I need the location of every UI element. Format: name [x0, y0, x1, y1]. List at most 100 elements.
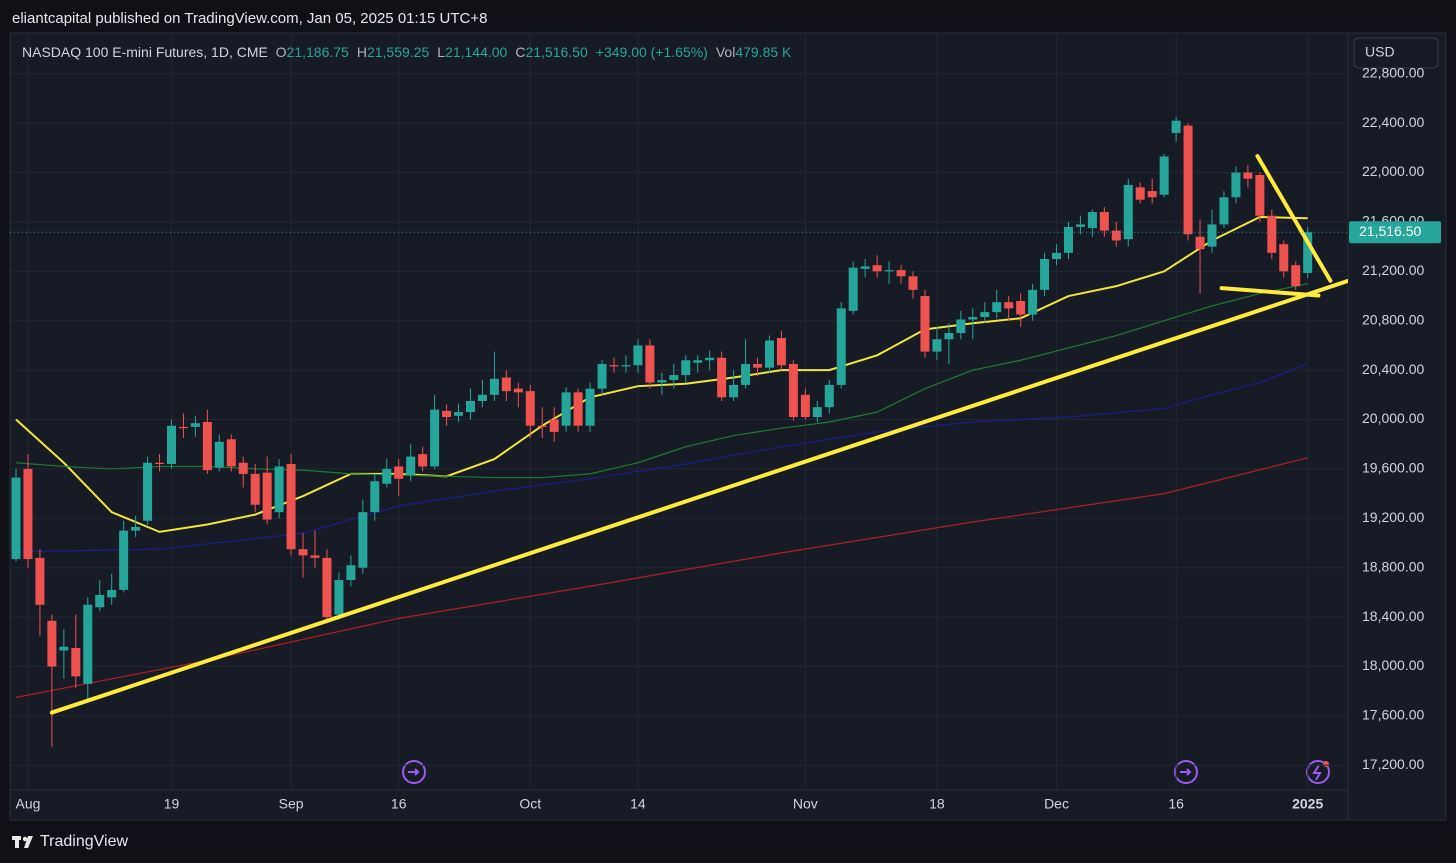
candle-body — [1147, 191, 1157, 198]
candle-body — [717, 357, 727, 398]
plot — [10, 33, 1348, 790]
vol-key: Vol — [715, 44, 736, 60]
candle-body — [1243, 172, 1253, 179]
candle-body — [1291, 265, 1301, 287]
vol-value: 479.85 K — [735, 44, 792, 60]
candle-body — [537, 425, 547, 427]
candle-body — [884, 270, 894, 272]
candle-body — [322, 557, 332, 618]
candle-body — [1279, 244, 1289, 272]
change: +349.00 (+1.65%) — [595, 44, 708, 60]
x-tick-label: 18 — [929, 796, 945, 812]
candle-body — [932, 339, 942, 352]
candle-body — [1255, 175, 1265, 216]
candle-body — [1028, 289, 1038, 315]
candle-body — [525, 391, 535, 426]
candle-body — [956, 319, 966, 334]
x-tick-label: Sep — [279, 796, 304, 812]
legend: NASDAQ 100 E-mini Futures, 1D, CME O 21,1… — [22, 44, 799, 60]
candle-body — [968, 317, 978, 320]
candle-body — [681, 360, 691, 376]
x-tick-label: 16 — [1168, 796, 1184, 812]
candle-body — [346, 565, 356, 581]
candle-body — [1004, 302, 1014, 309]
publisher: eliantcapital published on TradingView.c… — [12, 10, 487, 27]
candle-body — [358, 512, 368, 568]
candle-body — [633, 345, 643, 366]
candle-body — [657, 380, 667, 383]
candle-body — [860, 266, 870, 269]
candle-body — [1267, 215, 1277, 253]
y-tick-label: 18,000.00 — [1362, 657, 1424, 673]
candle-body — [800, 394, 810, 418]
y-tick-label: 17,600.00 — [1362, 707, 1424, 723]
x-tick-label: 16 — [391, 796, 407, 812]
y-tick-label: 20,000.00 — [1362, 410, 1424, 426]
moving-average — [15, 457, 1308, 698]
candle-body — [1135, 187, 1145, 200]
candle-body — [824, 384, 834, 408]
trend-line — [49, 278, 1348, 715]
candle-body — [1159, 156, 1169, 195]
candle-body — [11, 477, 21, 560]
candle-body — [310, 555, 320, 558]
candle-body — [908, 276, 918, 290]
candle-body — [143, 462, 153, 521]
candle-body — [573, 392, 583, 426]
candle-body — [1207, 224, 1217, 247]
y-tick-label: 20,400.00 — [1362, 361, 1424, 377]
candle-body — [812, 407, 822, 418]
chart-frame — [9, 32, 1447, 821]
h-value: 21,559.25 — [366, 44, 430, 60]
candle-body — [298, 549, 308, 556]
y-tick-label: 22,400.00 — [1362, 114, 1424, 130]
candle-body — [776, 338, 786, 366]
candle-body — [872, 265, 882, 272]
candle-body — [1219, 197, 1229, 225]
candle-body — [23, 468, 33, 560]
candle-body — [848, 267, 858, 311]
y-tick-label: 19,200.00 — [1362, 509, 1424, 525]
y-tick-label: 18,800.00 — [1362, 558, 1424, 574]
candle-body — [442, 410, 452, 418]
event-icons — [402, 760, 1330, 784]
candle-body — [334, 580, 344, 615]
footer-brand: TradingView — [40, 833, 128, 850]
currency[interactable]: USD — [1365, 44, 1395, 60]
candle-body — [621, 365, 631, 367]
candle-body — [1063, 226, 1073, 253]
candle-body — [597, 363, 607, 389]
candle-body — [190, 423, 200, 427]
candle-body — [286, 463, 296, 550]
candle-body — [454, 412, 464, 416]
candle-body — [107, 589, 117, 598]
candle-body — [1040, 258, 1050, 290]
candle-body — [1099, 212, 1109, 231]
candle-body — [764, 340, 774, 368]
grid — [10, 33, 1348, 790]
candle-body — [788, 363, 798, 418]
candle-body — [585, 388, 595, 426]
candle-body — [1303, 232, 1313, 273]
l-value: 21,144.00 — [445, 44, 508, 60]
candle-body — [489, 378, 499, 395]
candle-body — [274, 466, 284, 513]
x-tick-label: 14 — [630, 796, 646, 812]
moving-average — [15, 363, 1308, 553]
candle-body — [226, 439, 236, 467]
x-tick-label: Oct — [519, 796, 541, 812]
h-key: H — [356, 44, 367, 60]
candle-body — [1183, 125, 1193, 235]
candle-body — [83, 604, 93, 684]
y-tick-label: 22,000.00 — [1362, 163, 1424, 179]
candle-body — [477, 394, 487, 402]
candle-body — [1075, 224, 1085, 227]
candle-body — [669, 375, 679, 381]
candle-body — [1111, 230, 1121, 241]
candle-body — [250, 473, 260, 505]
currency-button[interactable] — [1353, 37, 1439, 69]
y-tick-label: 22,800.00 — [1362, 64, 1424, 80]
last-price-tag — [1349, 221, 1441, 244]
candle-body — [513, 388, 523, 393]
